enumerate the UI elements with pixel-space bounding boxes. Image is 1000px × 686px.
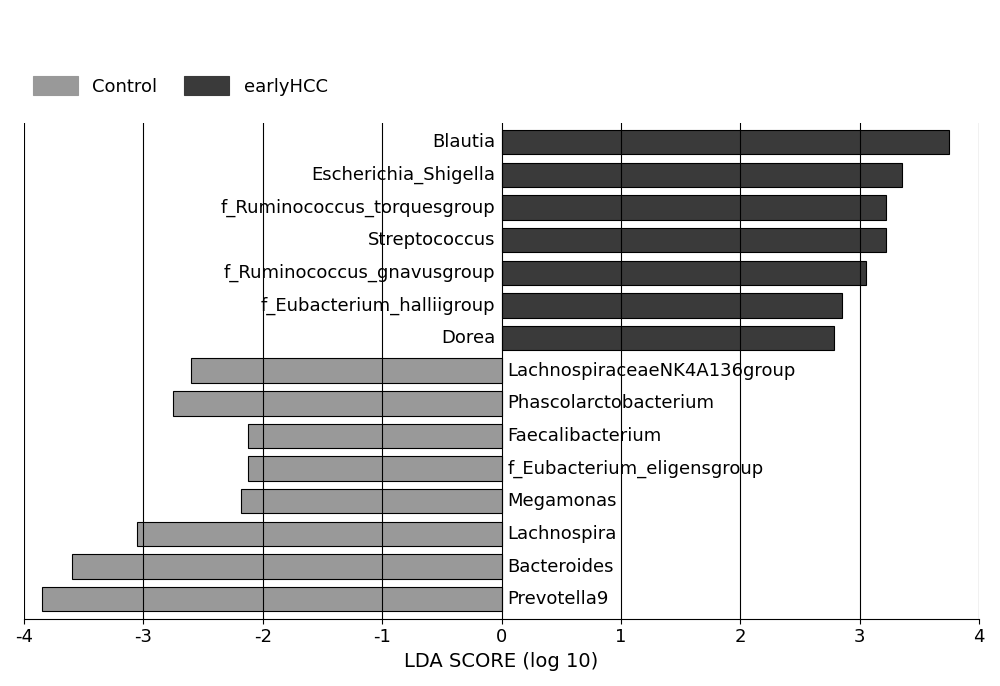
Bar: [502, 228, 886, 252]
Bar: [502, 293, 842, 318]
Text: Lachnospira: Lachnospira: [508, 525, 617, 543]
Text: Escherichia_Shigella: Escherichia_Shigella: [312, 166, 496, 184]
Bar: [502, 196, 886, 220]
Text: Faecalibacterium: Faecalibacterium: [508, 427, 662, 445]
Text: f_Ruminococcus_gnavusgroup: f_Ruminococcus_gnavusgroup: [224, 263, 496, 282]
Text: Dorea: Dorea: [441, 329, 496, 347]
Bar: [502, 261, 866, 285]
Text: f_Eubacterium_eligensgroup: f_Eubacterium_eligensgroup: [508, 460, 764, 477]
Text: Streptococcus: Streptococcus: [368, 231, 496, 249]
Text: Prevotella9: Prevotella9: [508, 590, 609, 608]
Text: LachnospiraceaeNK4A136group: LachnospiraceaeNK4A136group: [508, 362, 796, 379]
Bar: [248, 456, 502, 481]
Bar: [502, 130, 949, 154]
Text: Bacteroides: Bacteroides: [508, 558, 614, 576]
X-axis label: LDA SCORE (log 10): LDA SCORE (log 10): [404, 652, 599, 671]
Bar: [191, 359, 502, 383]
Bar: [241, 489, 502, 514]
Bar: [42, 587, 502, 611]
Text: f_Eubacterium_halliigroup: f_Eubacterium_halliigroup: [261, 296, 496, 315]
Bar: [137, 521, 502, 546]
Bar: [502, 326, 834, 351]
Text: Phascolarctobacterium: Phascolarctobacterium: [508, 394, 715, 412]
Text: f_Ruminococcus_torquesgroup: f_Ruminococcus_torquesgroup: [221, 198, 496, 217]
Text: Blautia: Blautia: [433, 133, 496, 151]
Text: Megamonas: Megamonas: [508, 493, 617, 510]
Bar: [248, 424, 502, 448]
Bar: [72, 554, 502, 579]
Bar: [173, 391, 502, 416]
Bar: [502, 163, 902, 187]
Legend: Control, earlyHCC: Control, earlyHCC: [23, 67, 337, 104]
